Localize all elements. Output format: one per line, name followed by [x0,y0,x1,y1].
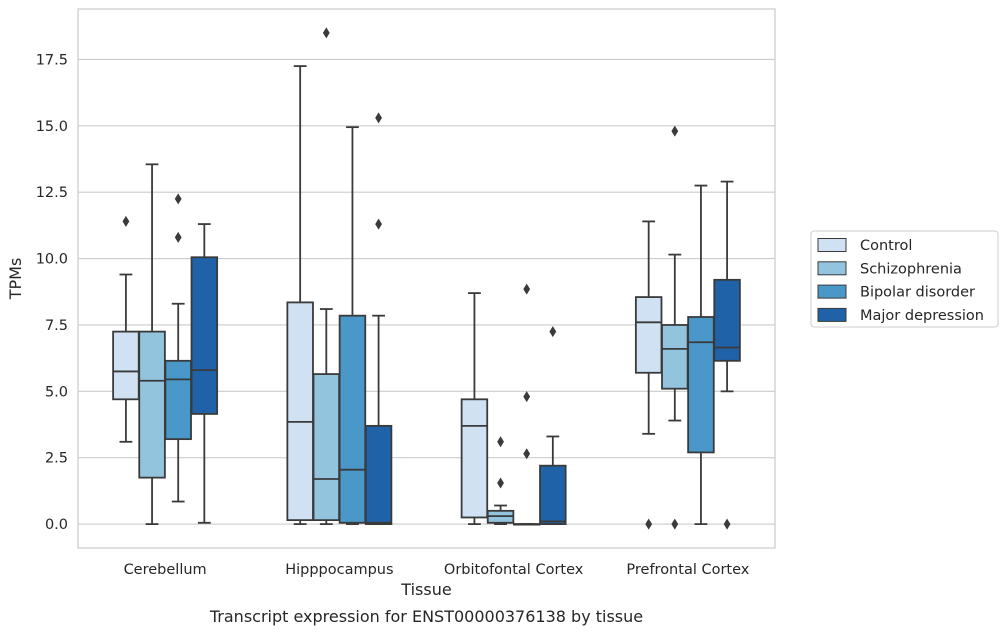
box-iqr [539,464,567,526]
box-iqr [364,424,393,526]
outlier-point [122,215,130,227]
y-tick-label: 12.5 [36,185,68,201]
legend-label: Major depression [860,308,984,324]
box-iqr [164,359,192,441]
y-tick-label: 0.0 [45,517,68,533]
box-iqr [634,296,663,374]
outlier-point [645,518,653,530]
box-0-3 [634,220,663,530]
box-iqr [312,373,341,522]
box-1-0 [138,163,166,526]
outlier-point [523,283,531,295]
box-iqr [286,301,314,522]
box-iqr [138,330,166,479]
x-tick-label: Prefrontal Cortex [626,562,749,578]
outlier-point [497,477,504,489]
box-0-2 [460,292,489,526]
outlier-point [523,391,531,403]
outlier-point [375,218,382,230]
legend-label: Schizophrenia [860,261,962,277]
outlier-point [497,436,504,448]
outlier-point [723,518,731,530]
box-iqr [338,314,367,524]
x-tick-label: Cerebellum [124,562,207,578]
x-tick-label: Orbitofontal Cortex [444,562,584,578]
outlier-point [671,125,679,137]
chart-caption: Transcript expression for ENST0000037613… [209,607,643,626]
outlier-point [322,27,330,39]
y-tick-label: 5.0 [45,384,68,400]
outlier-point [549,326,557,338]
box-iqr [112,330,140,401]
box-iqr [687,316,715,454]
box-3-1 [364,112,393,526]
legend-swatch [817,307,847,322]
y-tick-labels: 0.0 2.5 5.0 7.5 10.0 12.5 15.0 17.5 [36,52,68,533]
box-2-1 [338,126,367,526]
box-iqr [190,256,219,415]
outlier-point [174,231,182,243]
box-2-2 [512,283,541,526]
y-tick-label: 7.5 [45,318,68,334]
legend-swatch [817,284,847,299]
boxes [112,27,741,530]
y-tick-label: 2.5 [45,451,68,467]
outlier-point [174,193,182,205]
y-tick-label: 17.5 [36,52,68,68]
box-1-2 [486,436,515,526]
x-tick-labels: Cerebellum Hipppocampus Orbitofontal Corte… [124,562,750,578]
legend-label: Control [860,238,912,254]
box-0-1 [286,65,314,526]
box-1-3 [661,125,689,530]
box-0-0 [112,215,140,443]
y-tick-label: 10.0 [36,252,68,268]
outlier-point [375,112,382,124]
plot-area-background [78,9,775,548]
box-iqr [713,278,741,362]
plot-frame [77,8,776,549]
x-tick-label: Hipppocampus [285,562,393,578]
outlier-point [671,518,679,530]
box-2-3 [687,184,715,526]
box-3-3 [713,180,741,530]
y-axis-label: TPMs [6,258,25,301]
box-iqr [661,324,689,390]
box-iqr [460,398,489,519]
y-tick-label: 15.0 [36,119,68,135]
legend-swatch [817,238,847,252]
legend-label: Bipolar disorder [860,285,975,301]
legend-swatch [817,261,847,276]
box-3-0 [190,223,219,524]
outlier-point [523,448,531,460]
x-axis-label: Tissue [400,580,451,599]
legend-frame [810,230,999,328]
box-3-2 [539,326,567,526]
legend: Control Schizophrenia Bipolar disorder Majo… [810,230,999,328]
